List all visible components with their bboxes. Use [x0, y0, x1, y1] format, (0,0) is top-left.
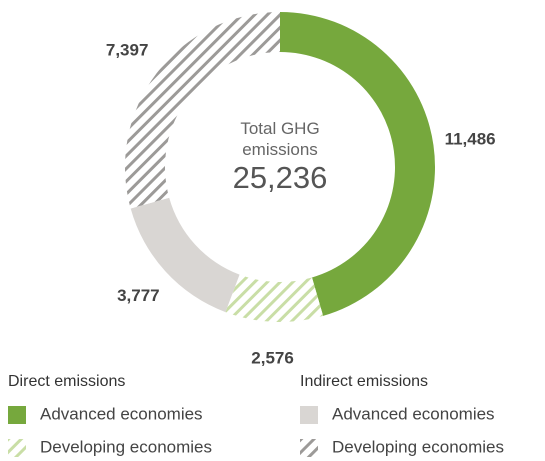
center-title: Total GHG emissions — [240, 119, 320, 159]
donut-segment — [280, 12, 435, 316]
legend-label: Developing economies — [332, 437, 504, 456]
value-label: 11,486 — [445, 130, 496, 149]
legend-label: Developing economies — [40, 437, 212, 456]
donut-segment — [225, 274, 324, 323]
legend-swatch — [8, 439, 26, 457]
legend-swatch — [300, 439, 318, 457]
center-label: Total GHG emissions 25,236 — [215, 118, 345, 196]
legend-label: Advanced economies — [332, 404, 495, 423]
value-label: 2,576 — [251, 348, 294, 367]
center-total: 25,236 — [232, 160, 328, 195]
donut-segment — [130, 197, 240, 313]
legend-group-title: Indirect emissions — [300, 373, 428, 390]
donut-segment — [125, 12, 280, 209]
legend-swatch — [8, 406, 26, 424]
value-label: 3,777 — [117, 286, 160, 305]
legend-label: Advanced economies — [40, 404, 203, 423]
value-label: 7,397 — [106, 40, 149, 59]
legend-swatch — [300, 406, 318, 424]
legend-group-title: Direct emissions — [8, 373, 125, 390]
